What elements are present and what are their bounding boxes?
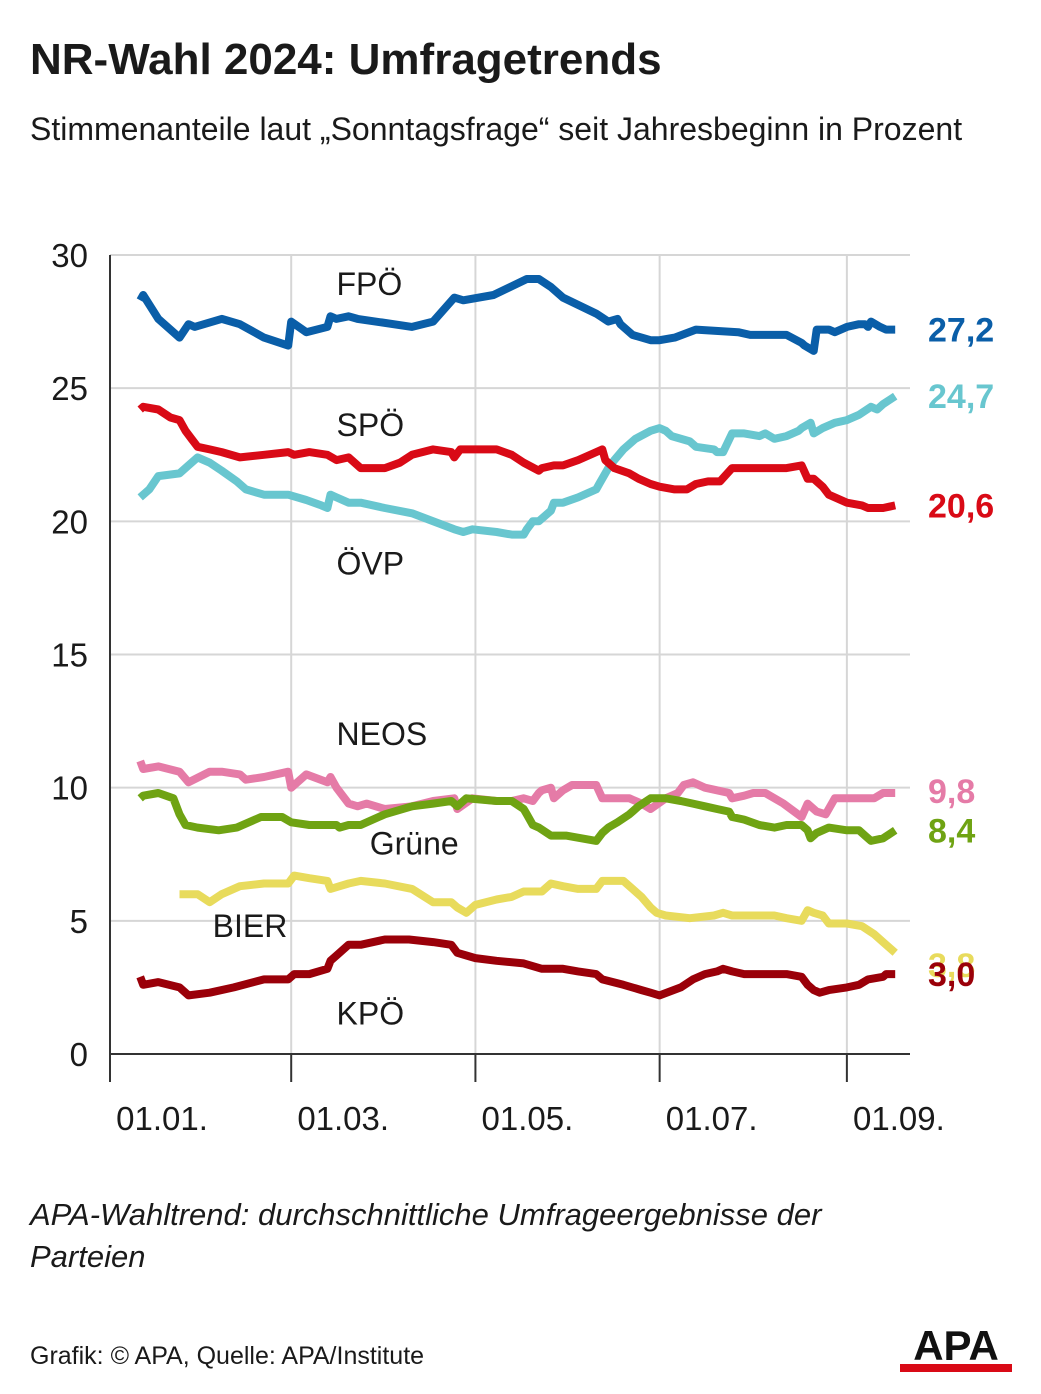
series-labels: 27,2 24,7 20,6 9,88,4 3,83,0 FPÖ SPÖ ÖVP NEOS Grü… bbox=[213, 266, 995, 1032]
y-tick-label: 20 bbox=[51, 503, 88, 540]
party-label-kpoe: KPÖ bbox=[337, 996, 405, 1032]
logo-wordmark: APA bbox=[913, 1322, 999, 1369]
end-value-label-neos: 9,8 bbox=[928, 773, 975, 811]
apa-logo: APA bbox=[900, 1322, 1012, 1372]
party-label-bier: BIER bbox=[213, 908, 288, 944]
logo-red-bar bbox=[900, 1364, 1012, 1372]
x-tick-label: 01.05. bbox=[482, 1100, 574, 1137]
y-tick-label: 5 bbox=[70, 903, 88, 940]
y-tick-label: 0 bbox=[70, 1036, 88, 1073]
series-line-spoe bbox=[137, 402, 897, 512]
party-label-gruene: Grüne bbox=[370, 825, 459, 861]
axes: 0 5 10 15 20 25 30 01.01. 01.03. 01.05. 01.07. 01.0… bbox=[51, 237, 944, 1137]
party-label-spoe: SPÖ bbox=[337, 407, 405, 443]
series-line-neos bbox=[136, 759, 896, 821]
y-tick-label: 10 bbox=[51, 770, 88, 807]
x-tick-label: 01.01. bbox=[116, 1100, 208, 1137]
series-line-oevp bbox=[137, 392, 898, 539]
x-tick-label: 01.07. bbox=[666, 1100, 758, 1137]
end-value-label-spoe: 20,6 bbox=[928, 487, 994, 525]
grid-lines bbox=[110, 254, 910, 1054]
x-tick-label: 01.09. bbox=[853, 1100, 945, 1137]
y-tick-label: 15 bbox=[51, 637, 88, 674]
end-value-label-bier: 3,8 bbox=[928, 947, 975, 985]
chart-title: NR-Wahl 2024: Umfragetrends bbox=[30, 35, 662, 84]
source-credit: Grafik: © APA, Quelle: APA/Institute bbox=[30, 1342, 425, 1370]
chart-footnote: APA-Wahltrend: durchschnittliche Umfrage… bbox=[30, 1197, 822, 1274]
end-value-label-oevp: 24,7 bbox=[928, 378, 994, 416]
end-value-label-fpoe: 27,2 bbox=[928, 312, 994, 350]
party-label-fpoe: FPÖ bbox=[337, 266, 403, 302]
end-value-label-kpoe: 3,0 bbox=[928, 956, 975, 994]
series-line-fpoe bbox=[136, 275, 896, 355]
party-label-neos: NEOS bbox=[337, 716, 428, 752]
y-tick-label: 30 bbox=[51, 237, 88, 274]
chart-subtitle: Stimmenanteile laut „Sonntagsfrage“ seit… bbox=[30, 111, 963, 147]
series-line-bier bbox=[179, 871, 898, 956]
end-value-label-gruene: 8,4 bbox=[928, 812, 975, 850]
series-line-gruene bbox=[137, 789, 898, 845]
x-tick-label: 01.03. bbox=[297, 1100, 389, 1137]
series-line-kpoe bbox=[136, 935, 896, 1000]
series-lines bbox=[136, 275, 898, 1000]
party-label-oevp: ÖVP bbox=[337, 546, 405, 582]
y-tick-label: 25 bbox=[51, 370, 88, 407]
